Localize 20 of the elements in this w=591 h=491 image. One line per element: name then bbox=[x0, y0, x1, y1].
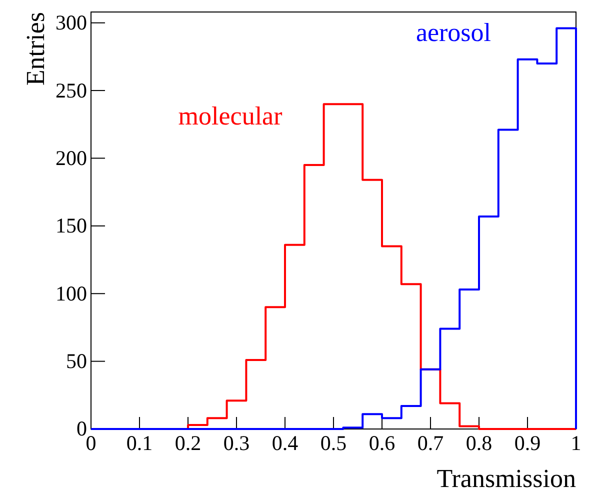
y-axis-title: Entries bbox=[21, 12, 50, 86]
x-tick-label: 0.8 bbox=[466, 430, 492, 455]
y-tick-label: 300 bbox=[56, 10, 87, 35]
x-tick-label: 0.2 bbox=[174, 430, 202, 455]
x-tick-label: 0.4 bbox=[272, 430, 299, 455]
x-tick-label: 0.9 bbox=[514, 430, 541, 455]
x-tick-label: 0.7 bbox=[417, 430, 444, 455]
y-tick-label: 50 bbox=[66, 349, 87, 374]
y-tick-label: 150 bbox=[56, 214, 87, 238]
x-tick-label: 1 bbox=[570, 430, 582, 455]
series-label: molecular bbox=[178, 102, 283, 131]
x-tick-label: 0.1 bbox=[126, 430, 153, 455]
series-label: aerosol bbox=[416, 18, 492, 48]
y-tick-label: 200 bbox=[56, 146, 87, 170]
x-tick-label: 0.5 bbox=[320, 430, 347, 455]
x-axis-title: Transmission bbox=[436, 464, 576, 491]
x-tick-label: 0.3 bbox=[223, 430, 250, 455]
y-tick-label: 250 bbox=[56, 78, 87, 102]
x-tick-label: 0.6 bbox=[368, 430, 396, 455]
y-tick-label: 100 bbox=[56, 281, 87, 306]
